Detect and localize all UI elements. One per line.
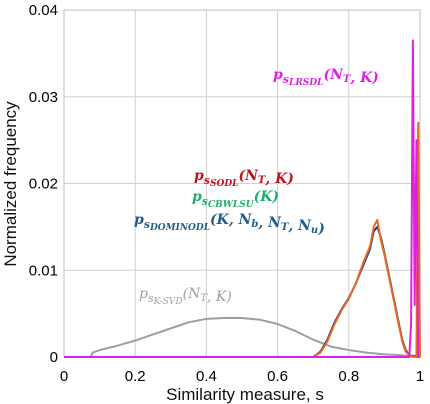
- annotation-cbwlsu: psCBWLSU(K): [192, 189, 279, 210]
- x-tick-label: 1: [416, 368, 424, 385]
- series-layer: [64, 39, 421, 358]
- series-annotations: psLRSDL(NT, K) psSODL(NT, K) psCBWLSU(K)…: [134, 67, 379, 307]
- x-tick-label: 0.6: [267, 368, 288, 385]
- x-tick-label: 0.8: [338, 368, 359, 385]
- y-tick-label: 0.01: [29, 262, 58, 279]
- x-tick-label: 0.4: [196, 368, 217, 385]
- series-line-p-s-k-svd-n-t-k: [64, 316, 414, 358]
- y-tick-label: 0.02: [29, 176, 58, 193]
- x-tick-label: 0.2: [125, 368, 146, 385]
- y-tick-label: 0: [50, 349, 58, 366]
- annotation-lrsdl: psLRSDL(NT, K): [273, 67, 379, 88]
- annotation-ksvd: psK-SVD(NT, K): [139, 286, 232, 307]
- annotation-dominodl: psDOMINODL(K, Nb, NT, Nu): [134, 212, 325, 237]
- y-tick-label: 0.04: [29, 2, 58, 19]
- y-axis-title: Normalized frequency: [1, 101, 20, 267]
- series-line-p-s-sodl-n-t-k: [64, 121, 421, 358]
- annotation-sodl: psSODL(NT, K): [194, 168, 294, 189]
- series-line-p-s-dominodl-k-n-b-n-t-n-u: [64, 225, 421, 358]
- x-tick-label: 0: [60, 368, 68, 385]
- x-tick-labels: 0 0.2 0.4 0.6 0.8 1: [60, 368, 424, 385]
- y-tick-labels: 0 0.01 0.02 0.03 0.04: [29, 2, 58, 366]
- series-line-p-s-lrsdl-n-t-k: [64, 39, 420, 358]
- x-axis-title: Similarity measure, s: [166, 385, 324, 404]
- y-tick-label: 0.03: [29, 89, 58, 106]
